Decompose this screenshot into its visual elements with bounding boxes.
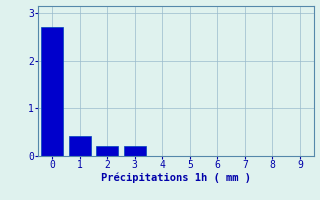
Bar	[41, 27, 63, 156]
Bar	[124, 146, 146, 156]
X-axis label: Précipitations 1h ( mm ): Précipitations 1h ( mm )	[101, 173, 251, 183]
Bar	[69, 136, 91, 156]
Bar	[96, 146, 118, 156]
